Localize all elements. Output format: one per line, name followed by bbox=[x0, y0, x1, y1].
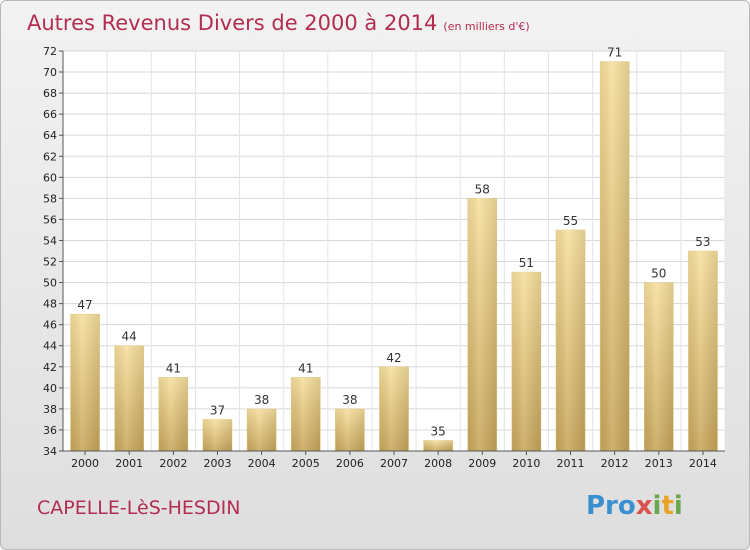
x-tick-labels: 2000 2001 2002 2003 2004 2005 2006 2007 2008 2009… bbox=[71, 457, 717, 470]
chart-title: Autres Revenus Divers de 2000 à 2014 (en … bbox=[27, 11, 530, 35]
y-tick-label: 56 bbox=[43, 213, 57, 226]
data-label-2007: 42 bbox=[386, 351, 401, 365]
y-tick-label: 70 bbox=[43, 66, 57, 79]
y-tick-labels: 34 36 38 40 42 44 46 48 50 52 54 56 58 60 62 64 66 68 70 72 bbox=[43, 45, 57, 458]
chart-title-text: Autres Revenus Divers de 2000 à 2014 bbox=[27, 11, 438, 35]
data-label-2011: 55 bbox=[563, 214, 578, 228]
x-tick-label-2005: 2005 bbox=[292, 457, 320, 470]
x-tick-label-2010: 2010 bbox=[512, 457, 540, 470]
bar-shade-2001 bbox=[114, 345, 144, 451]
bar-shade-2008 bbox=[423, 440, 453, 451]
y-tick-label: 64 bbox=[43, 129, 57, 142]
x-tick-label-2014: 2014 bbox=[689, 457, 717, 470]
data-label-2001: 44 bbox=[122, 330, 137, 344]
x-tick-label-2002: 2002 bbox=[159, 457, 187, 470]
y-tick-label: 72 bbox=[43, 45, 57, 58]
bar-shade-2002 bbox=[158, 377, 188, 451]
x-tick-label-2013: 2013 bbox=[645, 457, 673, 470]
y-tick-label: 42 bbox=[43, 361, 57, 374]
x-tick-label-2008: 2008 bbox=[424, 457, 452, 470]
bar-shade-2006 bbox=[335, 408, 365, 451]
bar-shade-2013 bbox=[644, 282, 674, 451]
y-tick-label: 62 bbox=[43, 150, 57, 163]
location-label: CAPELLE-LèS-HESDIN bbox=[37, 497, 241, 519]
chart-title-unit: (en milliers d'€) bbox=[443, 20, 530, 33]
y-tick-label: 60 bbox=[43, 171, 57, 184]
data-labels: 47 44 41 37 38 41 38 42 35 58 51 55 71 50 53 bbox=[77, 46, 710, 439]
data-label-2010: 51 bbox=[519, 256, 534, 270]
x-tick-label-2007: 2007 bbox=[380, 457, 408, 470]
bar-shade-2012 bbox=[600, 61, 630, 452]
x-tick-label-2000: 2000 bbox=[71, 457, 99, 470]
bar-shade-2011 bbox=[555, 229, 586, 451]
bar-shade-2000 bbox=[70, 314, 100, 451]
axes bbox=[59, 50, 725, 455]
data-label-2000: 47 bbox=[77, 298, 92, 312]
y-tick-label: 46 bbox=[43, 319, 57, 332]
y-tick-label: 50 bbox=[43, 277, 57, 290]
data-label-2002: 41 bbox=[166, 361, 181, 375]
bar-shade-2005 bbox=[291, 377, 321, 451]
x-tick-label-2004: 2004 bbox=[248, 457, 276, 470]
y-tick-label: 58 bbox=[43, 192, 57, 205]
proxiti-logo: Proxiti bbox=[586, 491, 683, 521]
x-tick-label-2006: 2006 bbox=[336, 457, 364, 470]
x-tick-label-2011: 2011 bbox=[557, 457, 585, 470]
x-tick-label-2003: 2003 bbox=[203, 457, 231, 470]
y-tick-label: 52 bbox=[43, 256, 57, 269]
bar-shade-2003 bbox=[202, 419, 233, 451]
y-tick-label: 48 bbox=[43, 298, 57, 311]
x-tick-label-2012: 2012 bbox=[601, 457, 629, 470]
y-tick-label: 34 bbox=[43, 445, 57, 458]
bar-shade-2004 bbox=[247, 408, 277, 451]
bar-shade-2014 bbox=[688, 251, 718, 451]
data-label-2012: 71 bbox=[607, 46, 622, 60]
y-tick-label: 38 bbox=[43, 403, 57, 416]
data-label-2008: 35 bbox=[430, 424, 445, 438]
data-label-2013: 50 bbox=[651, 267, 666, 281]
data-label-2004: 38 bbox=[254, 393, 269, 407]
y-tick-label: 66 bbox=[43, 108, 57, 121]
x-tick-label-2001: 2001 bbox=[115, 457, 143, 470]
y-tick-label: 44 bbox=[43, 340, 57, 353]
bar-shade-2007 bbox=[379, 366, 409, 451]
y-tick-label: 40 bbox=[43, 382, 57, 395]
y-tick-label: 36 bbox=[43, 424, 57, 437]
data-label-2014: 53 bbox=[695, 235, 710, 249]
data-label-2005: 41 bbox=[298, 361, 313, 375]
x-tick-label-2009: 2009 bbox=[468, 457, 496, 470]
data-label-2006: 38 bbox=[342, 393, 357, 407]
bar-shade-2009 bbox=[467, 198, 497, 451]
data-label-2003: 37 bbox=[210, 403, 225, 417]
data-label-2009: 58 bbox=[475, 182, 490, 196]
bar-shade-2010 bbox=[511, 272, 541, 451]
y-tick-label: 54 bbox=[43, 234, 57, 247]
y-tick-label: 68 bbox=[43, 87, 57, 100]
